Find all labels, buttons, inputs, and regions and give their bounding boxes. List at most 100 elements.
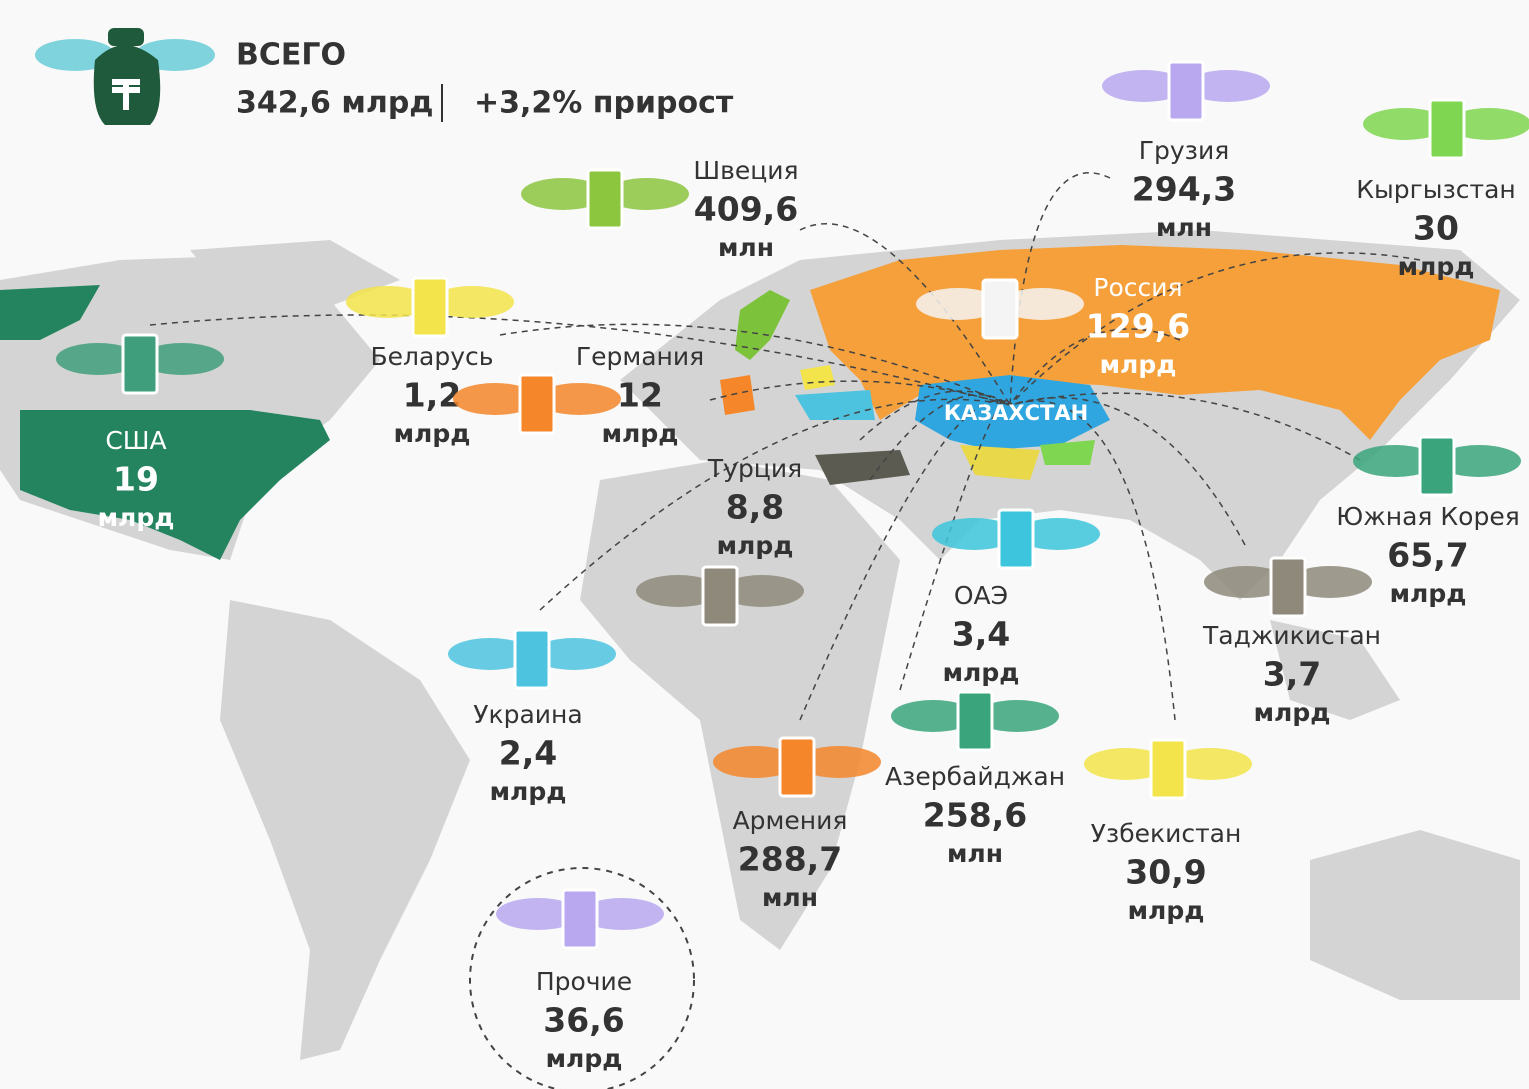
wing	[1186, 70, 1270, 102]
country-name: Прочие	[536, 967, 632, 996]
country-labels: Швеция 409,6 млн Грузия 294,3 млн Кыргызстан 30…	[56, 60, 1529, 1073]
country-name: Южная Корея	[1336, 502, 1520, 531]
banknote	[1269, 556, 1307, 618]
country-unit: млрд	[490, 777, 567, 806]
country-name: Турция	[707, 454, 802, 483]
banknote	[701, 565, 739, 627]
country-name: Кыргызстан	[1356, 175, 1516, 204]
wing	[140, 343, 224, 375]
total-amount: 342,6 млрд	[236, 86, 434, 121]
country-unit: млрд	[1100, 350, 1177, 379]
country-unit: млн	[718, 233, 774, 262]
banknote	[981, 278, 1019, 340]
country-name: Германия	[576, 342, 704, 371]
wing	[1353, 445, 1437, 477]
money-icon	[496, 888, 664, 950]
wing	[1168, 748, 1252, 780]
money-icon	[448, 628, 616, 690]
wing	[797, 746, 881, 778]
banknote	[1418, 435, 1456, 497]
arrows	[149, 172, 1421, 721]
wing	[56, 343, 140, 375]
banknote	[586, 168, 624, 230]
wing	[1000, 288, 1084, 320]
banknote	[997, 508, 1035, 570]
world-map	[0, 230, 1520, 1060]
country-name: США	[105, 426, 166, 455]
country-name: Армения	[733, 806, 848, 835]
arrow	[1009, 252, 1421, 406]
money-icon	[1363, 98, 1529, 160]
country-amount: 30,9	[1125, 853, 1206, 892]
country-unit: млн	[762, 883, 818, 912]
country-amount: 1,2	[403, 376, 461, 415]
arrow	[799, 400, 1011, 721]
total-growth: +3,2% прирост	[474, 86, 734, 121]
banknote	[1149, 738, 1187, 800]
country-amount: 409,6	[694, 190, 798, 229]
country-amount: 65,7	[1387, 536, 1468, 575]
usa	[20, 410, 330, 560]
country-unit: млрд	[98, 503, 175, 532]
wing	[1102, 70, 1186, 102]
money-icon	[713, 736, 881, 798]
banknote	[778, 736, 816, 798]
sweden	[735, 290, 790, 360]
banknote	[956, 690, 994, 752]
wing	[537, 383, 621, 415]
arrow	[799, 223, 1011, 406]
arrow	[1009, 397, 1246, 546]
country-amount: 8,8	[726, 488, 784, 527]
country-name: Украина	[473, 700, 582, 729]
wing	[532, 638, 616, 670]
country-amount: 258,6	[923, 796, 1027, 835]
wing	[932, 518, 1016, 550]
money-icon	[636, 565, 804, 627]
banknote	[518, 373, 556, 435]
country-unit: млрд	[717, 531, 794, 560]
country-name: Швеция	[693, 156, 798, 185]
wing	[1447, 108, 1529, 140]
country-name: Узбекистан	[1091, 819, 1242, 848]
wing	[636, 575, 720, 607]
country-unit: млрд	[1398, 252, 1475, 281]
money-icon	[1102, 60, 1270, 122]
usa-alaska	[0, 285, 100, 340]
wing	[720, 575, 804, 607]
wing	[521, 178, 605, 210]
banknote	[1167, 60, 1205, 122]
banknote	[121, 333, 159, 395]
wing	[430, 286, 514, 318]
wing	[496, 898, 580, 930]
country-name: Грузия	[1139, 136, 1230, 165]
country-name: Россия	[1093, 273, 1182, 302]
country-name: Таджикистан	[1202, 621, 1381, 650]
country-amount: 2,4	[499, 734, 557, 773]
wing	[916, 288, 1000, 320]
wallet-icon	[35, 28, 215, 125]
country-amount: 30	[1413, 209, 1459, 248]
wing	[580, 898, 664, 930]
country-unit: млрд	[546, 1044, 623, 1073]
money-icon	[932, 508, 1100, 570]
arrow	[899, 399, 1011, 691]
arrow	[539, 398, 1011, 611]
wing	[975, 700, 1059, 732]
total-title: ВСЕГО	[236, 38, 346, 73]
country-unit: млн	[1156, 213, 1212, 242]
banknote	[561, 888, 599, 950]
money-icon	[1204, 556, 1372, 618]
country-unit: млрд	[1128, 896, 1205, 925]
others-circle	[469, 867, 695, 1089]
country-name: Беларусь	[371, 342, 494, 371]
country-amount: 19	[113, 460, 159, 499]
country-amount: 294,3	[1132, 170, 1236, 209]
banknote	[411, 276, 449, 338]
wing	[346, 286, 430, 318]
money-icon	[56, 333, 224, 395]
arrow	[1009, 392, 1361, 461]
uzbekistan	[960, 445, 1040, 480]
money-icon	[891, 690, 1059, 752]
wing	[448, 638, 532, 670]
country-unit: млрд	[943, 658, 1020, 687]
